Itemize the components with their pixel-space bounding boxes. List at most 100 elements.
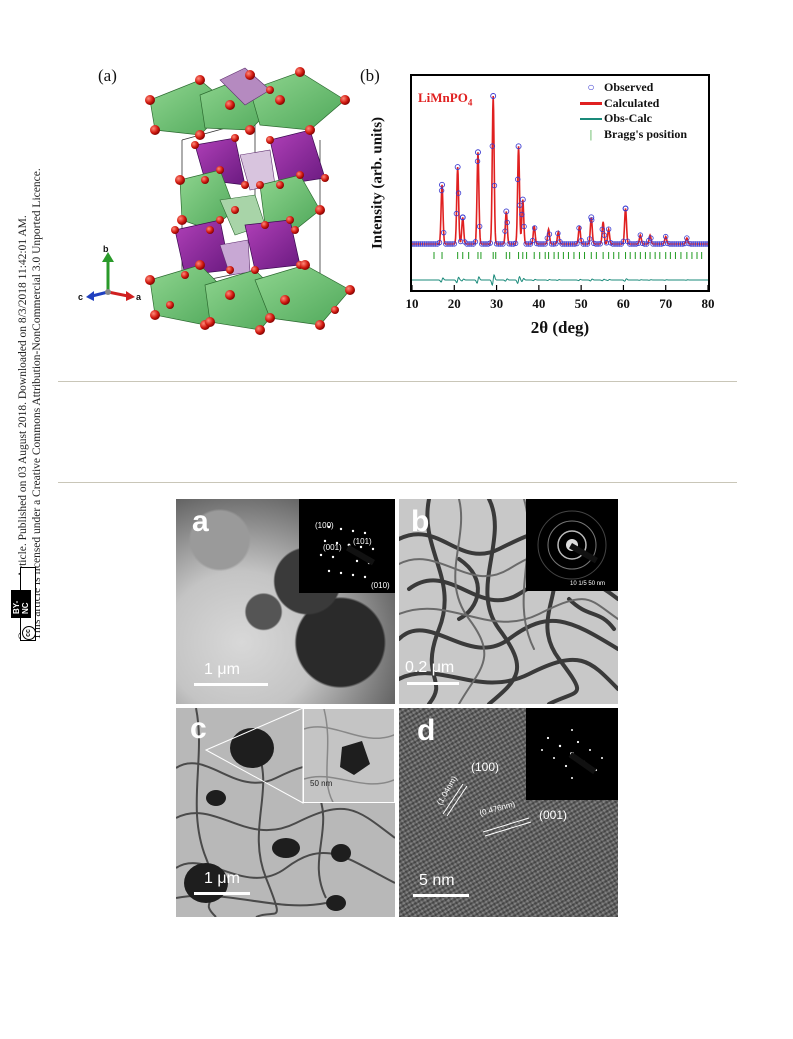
- tem-panel-d: d (100) (001) (1.04nm) (0.476nm) 5 nm: [399, 708, 618, 917]
- observed-point: [449, 241, 455, 247]
- scale-bar-a: [194, 683, 268, 686]
- saed-a-label-010: (010): [371, 581, 390, 590]
- observed-peak-point: [439, 181, 445, 188]
- observed-point: [489, 143, 496, 149]
- observed-point: [595, 241, 601, 247]
- observed-point: [601, 232, 608, 238]
- scale-text-d: 5 nm: [419, 872, 455, 889]
- top-octahedra-layer: [149, 67, 346, 136]
- x-tick-label: 60: [616, 296, 630, 311]
- axis-label-a: a: [136, 292, 142, 302]
- x-tick-label: 10: [405, 296, 419, 311]
- observed-point: [597, 241, 603, 247]
- tem-panel-c: c 50 nm 1 μm: [176, 708, 395, 917]
- observed-point: [663, 233, 669, 240]
- zoom-inset-c: 50 nm: [303, 708, 395, 803]
- hr-label-001: (001): [539, 808, 568, 822]
- x-tick-labels: 10 20 30 40 50 60 70 80: [0, 296, 793, 316]
- bottom-octahedra-layer: [149, 264, 351, 331]
- bragg-tick-icon: |: [589, 126, 593, 141]
- x-axis-label: 2θ (deg): [530, 318, 590, 337]
- saed-a-label-101: (101): [353, 537, 372, 546]
- divider-bottom: [58, 482, 737, 483]
- observed-point: [468, 241, 474, 247]
- legend-bragg: | Bragg's position: [578, 127, 687, 143]
- observed-point: [582, 241, 589, 247]
- observed-point: [648, 235, 654, 241]
- saed-inset-b: 10 1/5 50 nm: [526, 499, 618, 591]
- observed-point: [679, 241, 686, 247]
- observed-peak-point: [490, 93, 497, 99]
- observed-peak-point: [622, 205, 629, 212]
- observed-point: [605, 226, 612, 232]
- scale-bar-b: [407, 682, 459, 685]
- cc-license-badge[interactable]: cc BY-NC: [11, 567, 36, 641]
- observed-point: [542, 241, 548, 247]
- observed-point: [455, 190, 462, 196]
- legend-calculated: Calculated: [578, 96, 687, 112]
- scale-text-c: 1 μm: [204, 870, 240, 887]
- observed-point: [531, 225, 538, 231]
- observed-peak-point: [519, 196, 526, 203]
- observed-point: [476, 223, 483, 230]
- observed-point: [500, 241, 506, 247]
- observed-point: [553, 241, 559, 247]
- observed-point: [546, 231, 553, 237]
- middle-octahedra-layer: [179, 169, 321, 236]
- legend-diff: Obs-Calc: [578, 111, 687, 127]
- observed-point: [498, 241, 504, 247]
- tem-panel-b: b 10 1/5 50 nm 0.2 μm: [399, 499, 618, 704]
- tem-letter-c: c: [190, 712, 207, 745]
- observed-point: [572, 241, 578, 247]
- compound-label: LiMnPO4: [418, 90, 473, 108]
- xrd-plot-area: [409, 93, 711, 290]
- observed-peak-point: [454, 164, 461, 170]
- x-tick-label: 70: [659, 296, 673, 311]
- x-tick-label: 40: [532, 296, 546, 311]
- calculated-line-icon: [578, 102, 604, 106]
- observed-point: [589, 217, 595, 223]
- observed-point: [658, 241, 665, 247]
- upper-tetrahedra: [194, 129, 326, 191]
- observed-point: [441, 229, 447, 236]
- lattice-spacing-marks: [442, 783, 532, 837]
- xrd-plot-frame: [409, 74, 711, 292]
- composite-network: [176, 708, 395, 917]
- observed-marker-icon: ○: [587, 80, 595, 94]
- observed-point: [472, 239, 479, 245]
- saed-b-label: 10 1/5 50 nm: [570, 581, 606, 587]
- y-axis-label: Intensity (arb. units): [369, 116, 386, 250]
- observed-point: [491, 182, 498, 189]
- oxygen-atoms: [145, 67, 355, 335]
- tem-letter-a: a: [192, 505, 209, 538]
- observed-point: [540, 241, 546, 247]
- observed-peak-point: [503, 208, 510, 215]
- axis-label-c: c: [78, 292, 84, 302]
- saed-a-label-100: (100): [315, 521, 334, 530]
- calculated-pattern-line: [412, 95, 708, 245]
- observed-point: [515, 176, 521, 183]
- observed-point: [451, 241, 457, 247]
- tem-letter-d: d: [417, 714, 436, 747]
- observed-point: [641, 241, 648, 247]
- observed-point: [521, 223, 527, 230]
- observed-point: [576, 225, 582, 231]
- observed-point: [599, 226, 605, 233]
- x-tick-label: 20: [447, 296, 461, 311]
- saed-inset-a: (100) (001) (101) (010): [299, 499, 395, 593]
- divider-top: [58, 381, 737, 382]
- x-tick-label: 30: [490, 296, 504, 311]
- observed-point: [436, 239, 443, 246]
- observed-point: [504, 219, 510, 226]
- observed-point: [453, 210, 460, 217]
- xrd-legend: ○ Observed Calculated Obs-Calc | Bragg's p…: [578, 80, 687, 142]
- observed-point: [586, 236, 593, 242]
- observed-point: [474, 158, 481, 164]
- observed-point: [519, 211, 525, 218]
- observed-point: [574, 240, 580, 247]
- observed-peak-point: [588, 214, 595, 221]
- observed-point: [584, 241, 591, 247]
- difference-curve: [412, 273, 708, 287]
- crystal-axes-icon: [86, 252, 135, 301]
- cc-icon: cc: [22, 626, 36, 640]
